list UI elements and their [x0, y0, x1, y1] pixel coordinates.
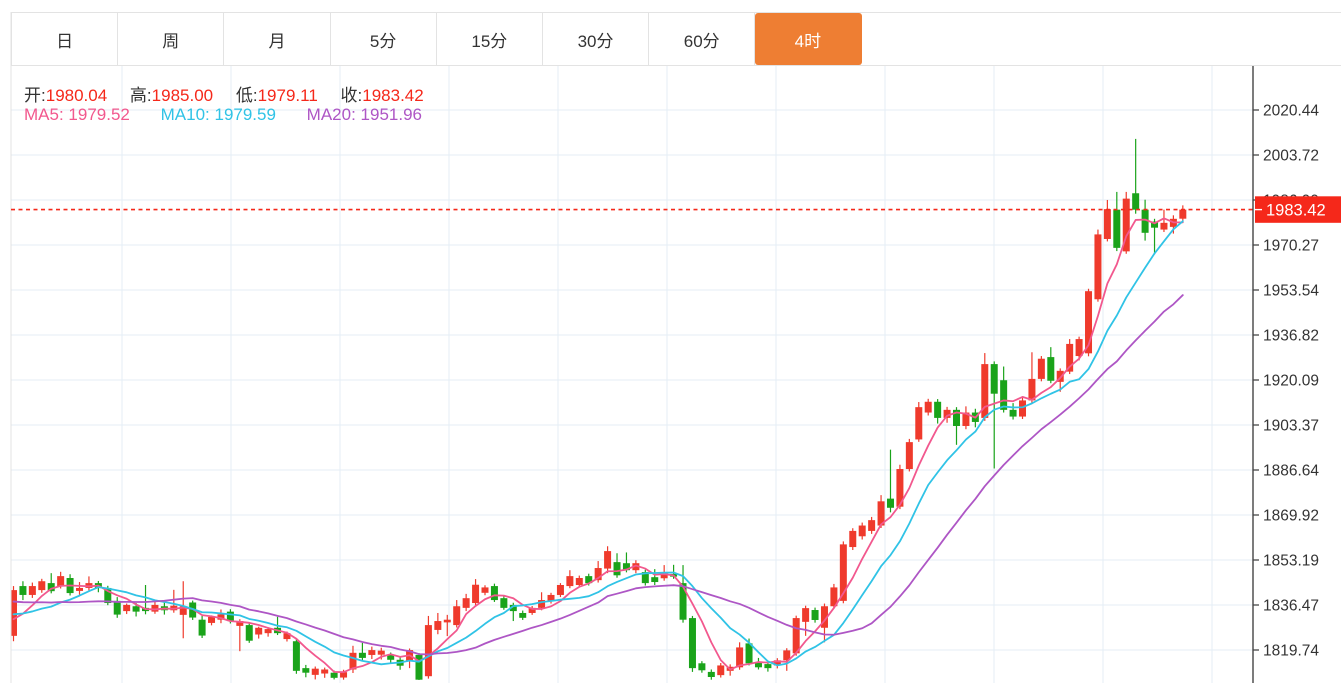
svg-text:1836.47: 1836.47 [1263, 598, 1319, 615]
tab-4hour[interactable]: 4时 [755, 13, 862, 65]
svg-text:1903.37: 1903.37 [1263, 418, 1319, 435]
svg-text:1819.74: 1819.74 [1263, 643, 1319, 660]
tab-30min[interactable]: 30分 [542, 13, 650, 65]
ma10-line [12, 220, 1184, 667]
ma-lines [12, 217, 1184, 674]
svg-text:1869.92: 1869.92 [1263, 508, 1319, 525]
svg-text:1853.19: 1853.19 [1263, 553, 1319, 570]
tab-month[interactable]: 月 [224, 13, 331, 65]
svg-text:1886.64: 1886.64 [1263, 463, 1319, 480]
tab-5min[interactable]: 5分 [330, 13, 437, 65]
svg-text:1953.54: 1953.54 [1263, 283, 1319, 300]
period-tabbar: 日 周 月 5分 15分 30分 60分 4时 [11, 12, 1341, 66]
svg-text:1983.42: 1983.42 [1266, 202, 1326, 220]
ohlc-header: 开:1980.04 高:1985.00 低:1979.11 收:1983.42 [24, 81, 442, 106]
ohlc-low: 低:1979.11 [235, 86, 318, 105]
ma5-legend: MA5: 1979.52 [24, 105, 130, 124]
svg-text:1936.82: 1936.82 [1263, 328, 1319, 345]
ohlc-close: 收:1983.42 [340, 86, 424, 105]
tab-60min[interactable]: 60分 [649, 13, 756, 65]
ma20-line [12, 294, 1184, 656]
svg-text:1920.09: 1920.09 [1263, 373, 1319, 390]
tab-15min[interactable]: 15分 [436, 13, 543, 65]
ma5-line [12, 217, 1184, 674]
svg-text:2020.44: 2020.44 [1263, 103, 1319, 120]
tab-day[interactable]: 日 [12, 13, 119, 65]
ma20-legend: MA20: 1951.96 [306, 105, 422, 124]
ma10-legend: MA10: 1979.59 [160, 105, 276, 124]
tab-week[interactable]: 周 [118, 13, 225, 65]
svg-text:2003.72: 2003.72 [1263, 148, 1319, 165]
ohlc-open: 开:1980.04 [24, 86, 108, 105]
current-price-label: 1983.42 [1255, 196, 1341, 223]
ma-legend: MA5: 1979.52 MA10: 1979.59 MA20: 1951.96 [24, 105, 448, 125]
ohlc-high: 高:1985.00 [129, 86, 214, 105]
y-axis-labels: 2020.442003.721986.991970.271953.541936.… [1253, 103, 1319, 660]
svg-text:1970.27: 1970.27 [1263, 238, 1319, 255]
grid-horizontal [11, 109, 1253, 651]
